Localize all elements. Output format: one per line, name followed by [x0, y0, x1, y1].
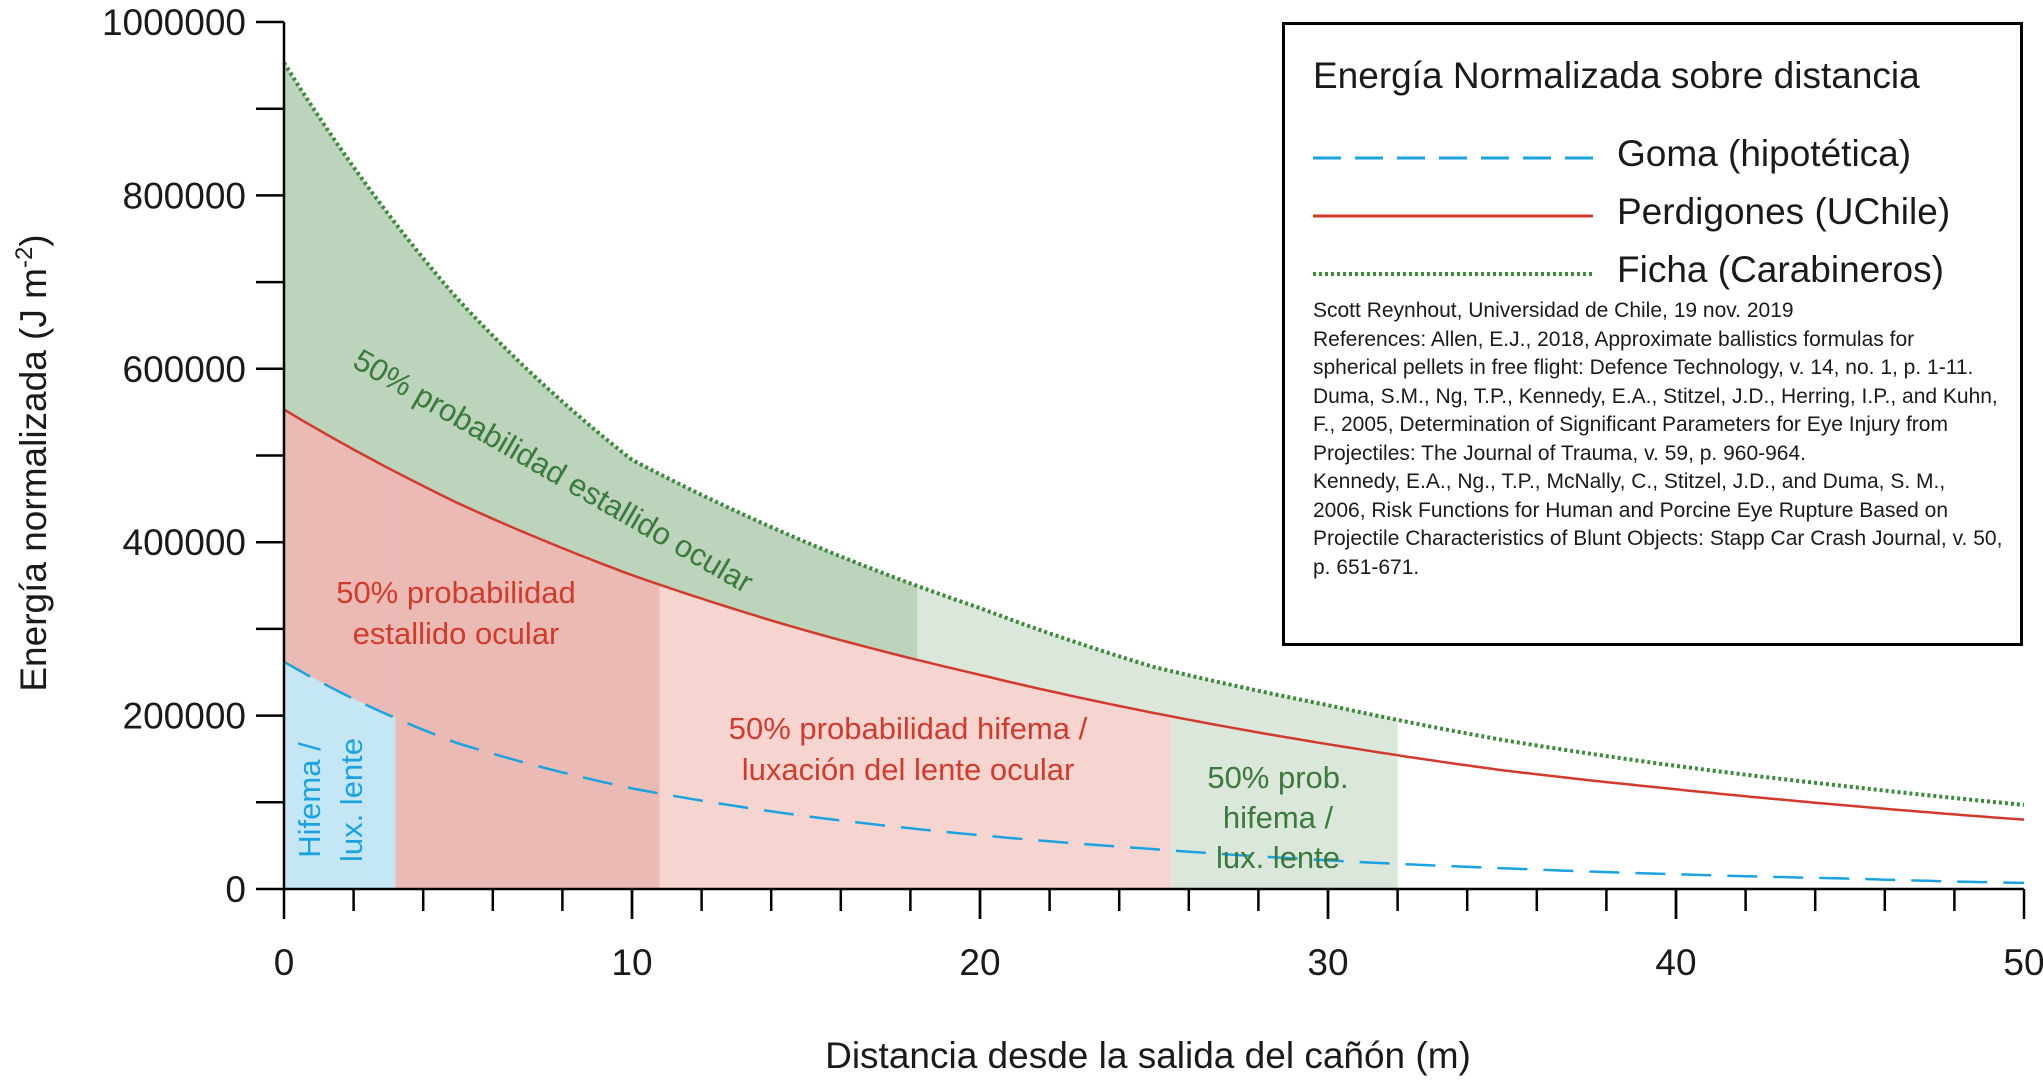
annotation-ficha-hyphema-2: hifema /	[1223, 800, 1334, 835]
annotation-perdigones-rupture-2: estallido ocular	[353, 616, 560, 651]
y-tick-label: 0	[225, 869, 246, 910]
legend-item-ficha: Ficha (Carabineros)	[1313, 249, 2003, 297]
y-axis-title: Energía normalizada (J m-2)	[11, 234, 54, 691]
annotation-perdigones-hyphema-2: luxación del lente ocular	[742, 752, 1075, 787]
legend: Energía Normalizada sobre distancia Goma…	[1282, 22, 2023, 646]
legend-swatch-perdigones	[1313, 214, 1593, 218]
series-line-1	[283, 408, 2025, 821]
reference-line: Duma, S.M., Ng, T.P., Kennedy, E.A., Sti…	[1313, 384, 1998, 465]
x-tick-label: 40	[1655, 942, 1696, 983]
legend-label-ficha: Ficha (Carabineros)	[1617, 249, 1944, 290]
y-axis-title-sup: -2	[11, 247, 38, 268]
x-axis-title: Distancia desde la salida del cañón (m)	[825, 1035, 1471, 1076]
reference-line: Kennedy, E.A., Ng., T.P., McNally, C., S…	[1313, 470, 2003, 579]
x-tick-label: 0	[274, 942, 295, 983]
annotation-goma-hyphema-1: Hifema /	[292, 742, 327, 858]
reference-line: References: Allen, E.J., 2018, Approxima…	[1313, 327, 1974, 380]
series-line-0	[283, 660, 2025, 885]
x-tick-label: 50	[2003, 942, 2043, 983]
y-tick-label: 200000	[123, 696, 246, 737]
reference-line: Scott Reynhout, Universidad de Chile, 19…	[1313, 299, 1794, 322]
annotation-perdigones-hyphema-1: 50% probabilidad hifema /	[729, 711, 1088, 746]
ficha-50pct-rupture-region	[284, 62, 918, 660]
y-tick-label: 1000000	[102, 2, 246, 43]
y-tick-label: 400000	[123, 522, 246, 563]
y-tick-label: 800000	[123, 175, 246, 216]
legend-item-perdigones: Perdigones (UChile)	[1313, 191, 2003, 239]
shaded-regions	[284, 62, 1398, 889]
ficha-50pct-hyphema-lower-region	[1171, 716, 1398, 889]
references: Scott Reynhout, Universidad de Chile, 19…	[1313, 297, 2003, 582]
perdigones-50pct-rupture-top-region	[284, 409, 396, 719]
series-line-2	[282, 61, 2025, 807]
axes: 0 200000 400000 600000 800000 1000000 0 10 20 30 4…	[102, 2, 2043, 983]
y-axis-title-main: Energía normalizada (J m	[13, 268, 54, 692]
ficha-50pct-hyphema-region	[917, 586, 1398, 756]
y-axis-title-end: )	[13, 234, 54, 246]
legend-swatch-ficha	[1313, 272, 1593, 276]
legend-item-goma: Goma (hipotética)	[1313, 133, 2003, 181]
y-tick-label: 600000	[123, 349, 246, 390]
perdigones-50pct-rupture-region	[395, 471, 660, 889]
legend-label-goma: Goma (hipotética)	[1617, 133, 1912, 174]
series-lines	[282, 61, 2025, 885]
legend-swatch-goma	[1313, 156, 1593, 160]
legend-title: Energía Normalizada sobre distancia	[1313, 55, 1920, 96]
legend-label-perdigones: Perdigones (UChile)	[1617, 191, 1951, 232]
annotation-ficha-hyphema-1: 50% prob.	[1207, 760, 1348, 795]
x-tick-label: 30	[1307, 942, 1348, 983]
x-tick-label: 20	[959, 942, 1000, 983]
annotation-goma-hyphema-2: lux. lente	[334, 738, 369, 862]
goma-50pct-hyphema-region	[284, 661, 396, 889]
annotation-ficha-hyphema-3: lux. lente	[1216, 840, 1340, 875]
x-tick-label: 10	[611, 942, 652, 983]
annotation-perdigones-rupture-1: 50% probabilidad	[336, 575, 576, 610]
